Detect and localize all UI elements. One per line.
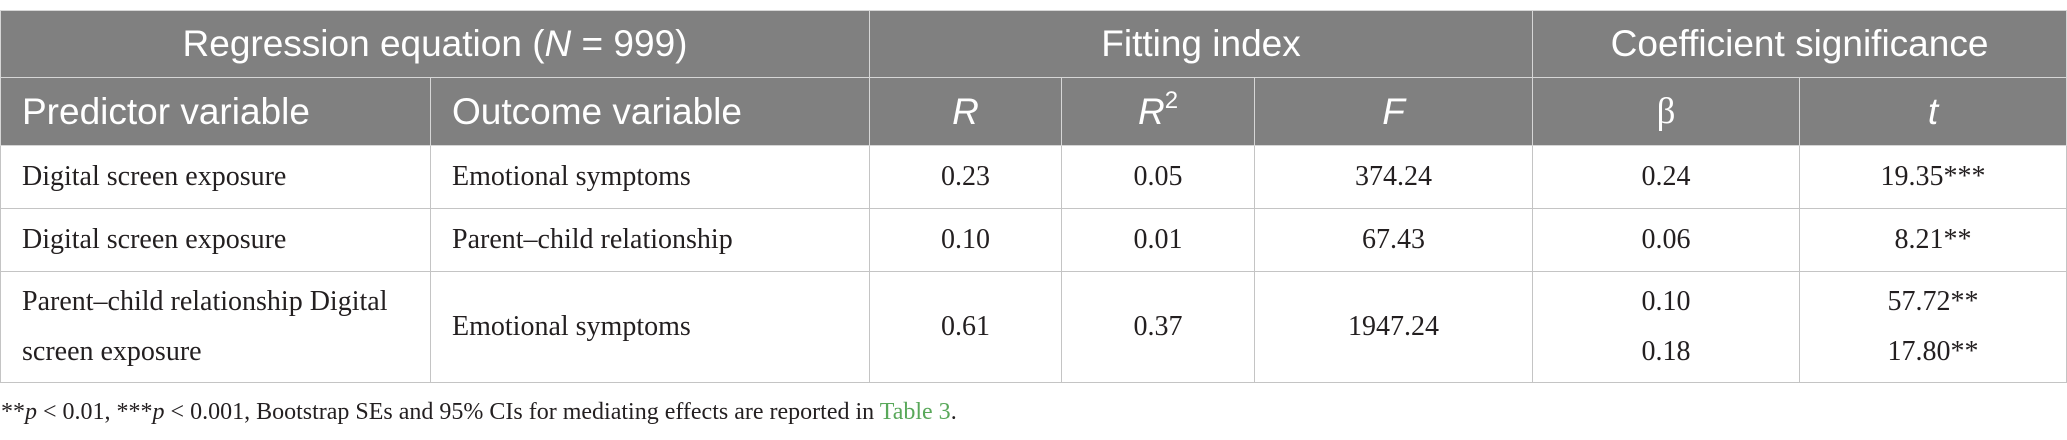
beta-value: 0.06	[1641, 224, 1691, 255]
regression-header-prefix: Regression equation (	[182, 23, 545, 64]
footnote-text: < 0.01, ***	[37, 399, 153, 425]
cell-predictor: Parent–child relationship Digital screen…	[0, 271, 431, 383]
footnote-stars: **	[1, 399, 25, 425]
group-header-row: Regression equation (N = 999) Fitting in…	[0, 10, 2067, 78]
table-header: Regression equation (N = 999) Fitting in…	[0, 10, 2067, 146]
table-row: Digital screen exposure Emotional sympto…	[0, 145, 2067, 209]
table-footnote: **p < 0.01, ***p < 0.001, Bootstrap SEs …	[1, 397, 957, 427]
column-header-r-squared: R2	[1061, 77, 1255, 146]
table-3-link[interactable]: Table 3	[879, 399, 951, 425]
column-header-t: t	[1799, 77, 2067, 146]
regression-table: Regression equation (N = 999) Fitting in…	[0, 10, 2067, 383]
column-header-predictor: Predictor variable	[0, 77, 431, 146]
cell-beta: 0.10 0.18	[1532, 271, 1801, 383]
cell-r: 0.61	[869, 271, 1062, 383]
cell-predictor: Digital screen exposure	[0, 145, 431, 209]
cell-r: 0.23	[869, 145, 1062, 209]
beta-value: 0.18	[1641, 336, 1691, 367]
beta-value: 0.24	[1641, 161, 1691, 192]
cell-t: 57.72** 17.80**	[1799, 271, 2067, 383]
table-row: Digital screen exposure Parent–child rel…	[0, 208, 2067, 272]
group-header-coefficient-significance: Coefficient significance	[1532, 10, 2067, 78]
cell-outcome: Parent–child relationship	[430, 208, 870, 272]
cell-r-squared: 0.05	[1061, 145, 1255, 209]
group-header-regression-equation: Regression equation (N = 999)	[0, 10, 870, 78]
cell-r: 0.10	[869, 208, 1062, 272]
cell-r-squared: 0.37	[1061, 271, 1255, 383]
t-symbol: t	[1927, 90, 1939, 132]
cell-t: 19.35***	[1799, 145, 2067, 209]
t-value: 8.21**	[1894, 224, 1972, 255]
cell-outcome: Emotional symptoms	[430, 145, 870, 209]
footnote-text: < 0.001, Bootstrap SEs and 95% CIs for m…	[164, 399, 880, 425]
r-squared-exponent: 2	[1164, 87, 1179, 115]
cell-beta: 0.24	[1532, 145, 1801, 209]
column-header-r: R	[869, 77, 1062, 146]
table-row: Parent–child relationship Digital screen…	[0, 271, 2067, 383]
cell-predictor: Digital screen exposure	[0, 208, 431, 272]
cell-beta: 0.06	[1532, 208, 1801, 272]
footnote-p-symbol: p	[152, 399, 165, 425]
sample-size-symbol: N	[544, 23, 572, 64]
footnote-period: .	[950, 399, 957, 425]
column-header-row: Predictor variable Outcome variable R R2…	[0, 77, 2067, 146]
regression-table-container: Regression equation (N = 999) Fitting in…	[0, 10, 2067, 383]
regression-header-suffix: = 999)	[571, 23, 688, 64]
r-squared-base: R	[1137, 90, 1165, 132]
cell-outcome: Emotional symptoms	[430, 271, 870, 383]
cell-f: 67.43	[1253, 208, 1534, 272]
cell-f: 374.24	[1253, 145, 1534, 209]
cell-f: 1947.24	[1253, 271, 1534, 383]
t-value: 19.35***	[1880, 161, 1986, 192]
f-symbol: F	[1382, 90, 1405, 132]
table-body: Digital screen exposure Emotional sympto…	[0, 145, 2067, 383]
cell-r-squared: 0.01	[1061, 208, 1255, 272]
r-symbol: R	[952, 90, 979, 132]
group-header-fitting-index: Fitting index	[868, 10, 1534, 78]
column-header-f: F	[1253, 77, 1534, 146]
cell-t: 8.21**	[1799, 208, 2067, 272]
footnote-p-symbol: p	[25, 399, 37, 425]
column-header-outcome: Outcome variable	[430, 77, 870, 146]
column-header-beta: β	[1532, 77, 1801, 146]
beta-value: 0.10	[1641, 286, 1691, 317]
t-value: 57.72**	[1887, 286, 1979, 317]
t-value: 17.80**	[1887, 336, 1979, 367]
